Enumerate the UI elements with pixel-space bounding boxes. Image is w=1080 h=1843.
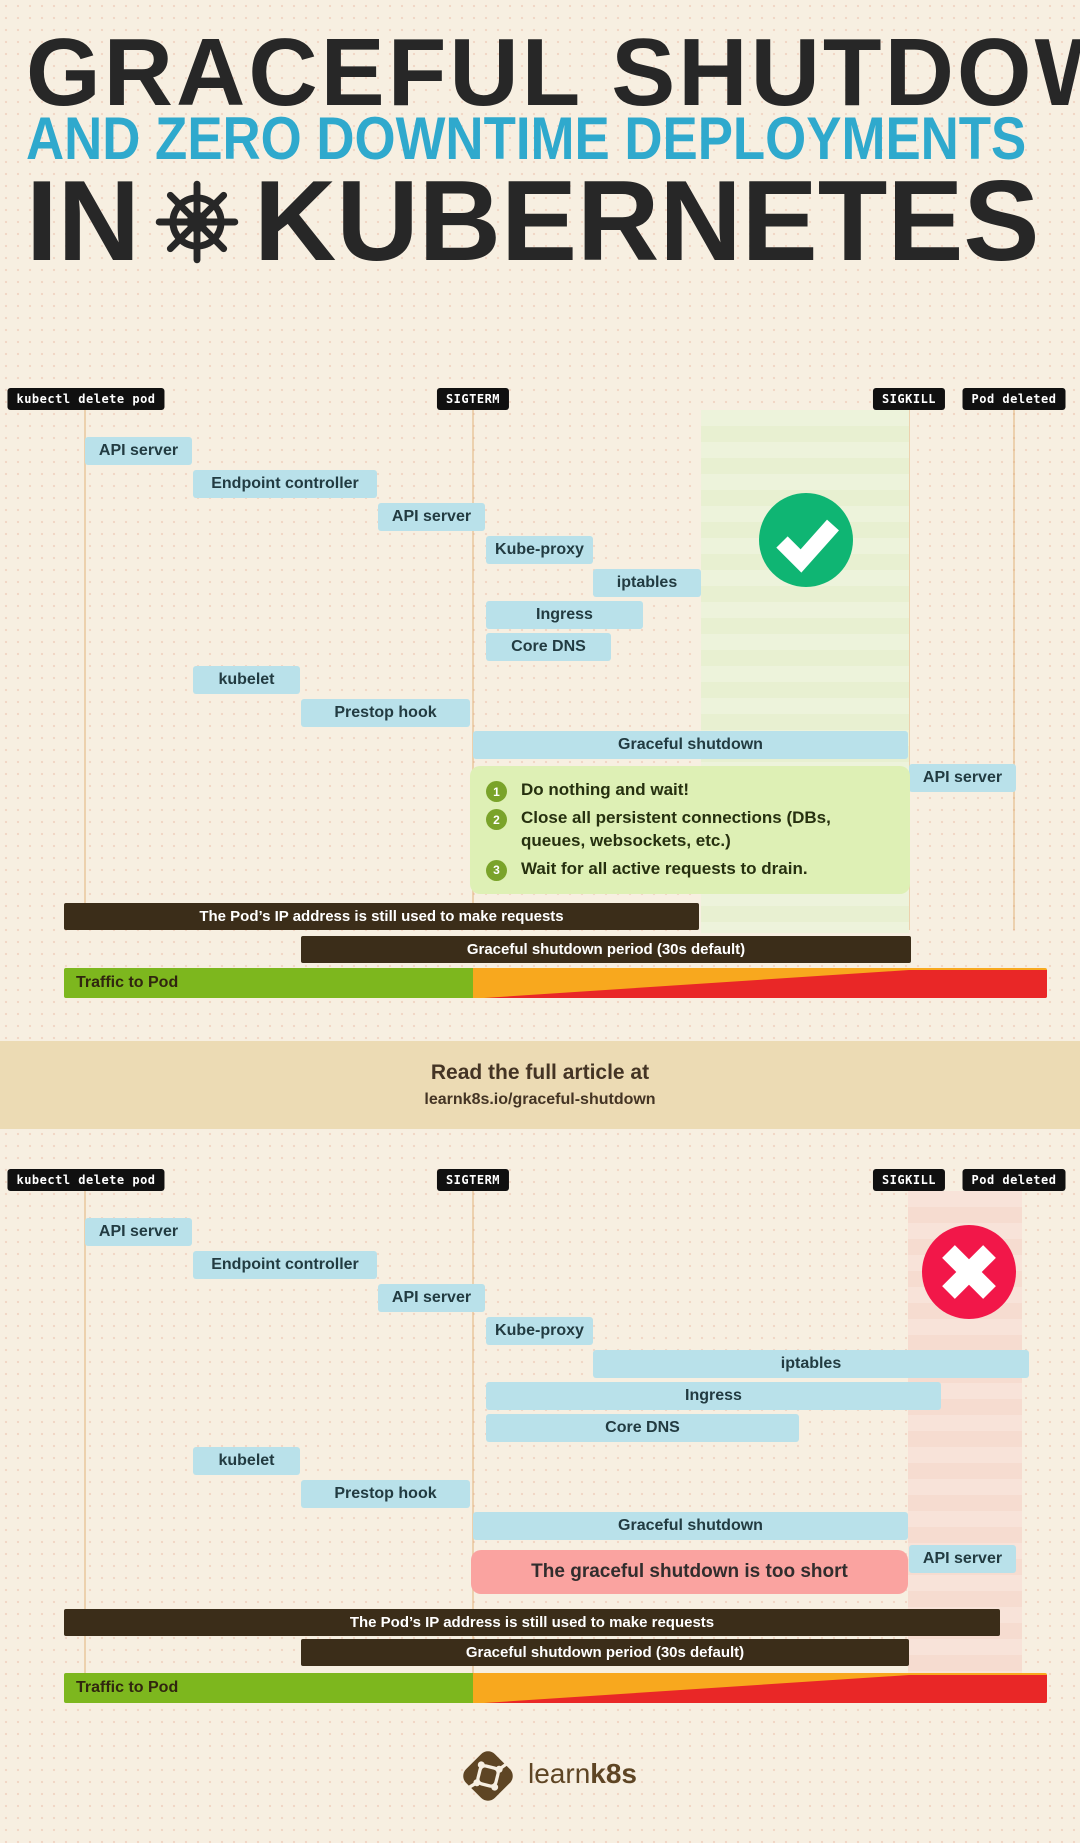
timeline-bar-api-server: API server	[378, 1284, 485, 1312]
title-line-3-prefix: IN	[26, 158, 140, 285]
note-text: Do nothing and wait!	[521, 780, 690, 799]
kubernetes-wheel-icon	[154, 179, 240, 265]
note-number-badge: 2	[486, 809, 507, 830]
banner-heading: Read the full article at	[430, 1061, 650, 1084]
grace-period-span-bar: Graceful shutdown period (30s default)	[301, 936, 911, 963]
timeline-bar-iptables: iptables	[593, 1350, 1029, 1378]
timeline-sigkill-line	[908, 410, 910, 930]
title-line-3-word: KUBERNETES	[254, 158, 1040, 285]
brand-k8s: k8s	[590, 1758, 637, 1789]
cross-icon	[921, 1224, 1017, 1325]
shutdown-steps-note: 1 Do nothing and wait! 2 Close all persi…	[470, 766, 910, 894]
marker-pod-deleted: Pod deleted	[962, 1169, 1066, 1191]
note-text: Close all persistent connections (DBs, q…	[521, 808, 831, 850]
timeline-bar-endpoint-controller: Endpoint controller	[193, 1251, 377, 1279]
timeline-bar-api-server: API server	[85, 437, 192, 465]
timeline-bar-kube-proxy: Kube-proxy	[486, 536, 593, 564]
timeline-bar-core-dns: Core DNS	[486, 1414, 799, 1442]
timeline-bar-endpoint-controller: Endpoint controller	[193, 470, 377, 498]
timeline-bar-iptables: iptables	[593, 569, 701, 597]
traffic-to-pod-bar: Traffic to Pod	[64, 968, 1047, 998]
marker-pod-deleted: Pod deleted	[962, 388, 1066, 410]
timeline-sigterm-line	[472, 1191, 474, 1702]
timeline-bar-api-server: API server	[909, 764, 1016, 792]
marker-sigterm: SIGTERM	[436, 1169, 510, 1191]
note-item: 2 Close all persistent connections (DBs,…	[486, 807, 894, 853]
learnk8s-logo-icon	[457, 1745, 519, 1812]
traffic-to-pod-label: Traffic to Pod	[76, 974, 179, 991]
timeline-bar-api-server: API server	[378, 503, 485, 531]
timeline-bar-api-server: API server	[909, 1545, 1016, 1573]
timeline-bar-ingress: Ingress	[486, 1382, 941, 1410]
timeline-sigterm-line	[472, 410, 474, 930]
timeline-bar-api-server: API server	[85, 1218, 192, 1246]
timeline-kubectl-line	[84, 1191, 86, 1702]
title-line-1: GRACEFUL SHUTDOWN	[26, 19, 1080, 126]
timeline-bar-graceful-shutdown: Graceful shutdown	[473, 1512, 908, 1540]
marker-sigkill: SIGKILL	[872, 388, 946, 410]
note-text: Wait for all active requests to drain.	[521, 858, 808, 878]
title-line-2: AND ZERO DOWNTIME DEPLOYMENTS	[26, 105, 1027, 172]
timeline-bar-kube-proxy: Kube-proxy	[486, 1317, 593, 1345]
traffic-to-pod-label: Traffic to Pod	[76, 1679, 179, 1696]
timeline-bar-kubelet: kubelet	[193, 666, 300, 694]
title-line-3: IN KUBERNETES	[26, 156, 1039, 287]
marker-sigterm: SIGTERM	[436, 388, 510, 410]
shutdown-too-short-warning: The graceful shutdown is too short	[471, 1550, 908, 1594]
traffic-to-pod-bar: Traffic to Pod	[64, 1673, 1047, 1703]
note-item: 1 Do nothing and wait!	[486, 779, 894, 802]
article-banner: Read the full article at learnk8s.io/gra…	[0, 1041, 1080, 1129]
grace-period-span-bar: Graceful shutdown period (30s default)	[301, 1639, 909, 1666]
marker-sigkill: SIGKILL	[872, 1169, 946, 1191]
note-item: 3 Wait for all active requests to drain.	[486, 858, 894, 881]
timeline-bar-prestop-hook: Prestop hook	[301, 699, 470, 727]
timeline-bar-graceful-shutdown: Graceful shutdown	[473, 731, 908, 759]
timeline-bar-prestop-hook: Prestop hook	[301, 1480, 470, 1508]
banner-url: learnk8s.io/graceful-shutdown	[424, 1091, 656, 1108]
timeline-bar-ingress: Ingress	[486, 601, 643, 629]
note-number-badge: 1	[486, 781, 507, 802]
timeline-bar-kubelet: kubelet	[193, 1447, 300, 1475]
pod-ip-span-bar: The Pod’s IP address is still used to ma…	[64, 903, 699, 930]
marker-kubectl-delete-pod: kubectl delete pod	[7, 1169, 165, 1191]
pod-ip-span-bar: The Pod’s IP address is still used to ma…	[64, 1609, 1000, 1636]
marker-kubectl-delete-pod: kubectl delete pod	[7, 388, 165, 410]
learnk8s-wordmark: learnk8s	[528, 1758, 637, 1790]
brand-learn: learn	[528, 1758, 591, 1789]
timeline-pod-deleted-line	[1013, 410, 1015, 930]
check-icon	[758, 492, 854, 593]
timeline-kubectl-line	[84, 410, 86, 930]
note-number-badge: 3	[486, 859, 507, 881]
timeline-bar-core-dns: Core DNS	[486, 633, 611, 661]
